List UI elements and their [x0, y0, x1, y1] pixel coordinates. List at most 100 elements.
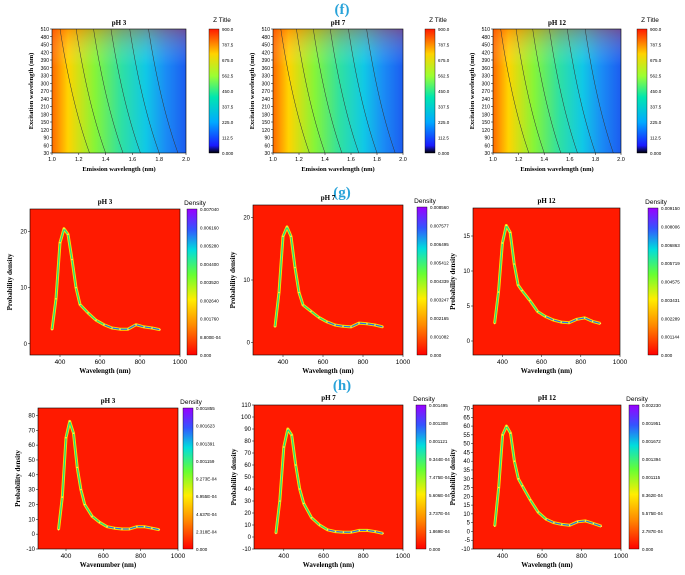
density-point	[111, 327, 113, 329]
density-core	[103, 324, 161, 331]
density-field	[30, 209, 180, 355]
density-point	[350, 326, 352, 328]
colorbar-tick-label: 562.5	[222, 74, 234, 79]
density-point	[536, 310, 539, 313]
plot-frame	[472, 404, 622, 550]
colorbar-tick-label: 0.001672	[642, 439, 661, 444]
colorbar-tick-label: 0.000	[642, 547, 654, 552]
density-point	[358, 529, 361, 532]
y-tick-label: 40	[244, 487, 251, 493]
y-tick-label: 0	[32, 532, 36, 538]
x-axis-label: Emission wavelength (nm)	[520, 166, 593, 173]
density-core	[327, 529, 384, 534]
y-tick-label: 0	[247, 341, 251, 347]
density-point	[334, 530, 337, 533]
row-g-panel-1: pH 3 400 600 800 1000 0 10 20 Wavelength (nm) Pro…	[6, 198, 221, 375]
density-point	[72, 432, 75, 435]
x-tick-label: 1.6	[129, 157, 137, 163]
colorbar-tick-label: 6.955E-04	[196, 494, 217, 499]
y-tick-label: 360	[482, 66, 491, 72]
density-point	[350, 531, 353, 533]
y-tick-label: 150	[482, 120, 491, 126]
density-point	[63, 227, 65, 230]
y-tick-label: 30	[244, 499, 251, 505]
density-point	[290, 235, 292, 238]
colorbar-tick-label: 787.5	[222, 43, 234, 48]
x-axis-label: Wavelength (nm)	[303, 561, 355, 569]
y-axis-label: Probability density	[14, 450, 22, 507]
density-point	[358, 322, 360, 324]
density-point	[298, 488, 301, 490]
y-tick-label: 70	[28, 428, 35, 434]
x-axis-label: Wavelength (nm)	[302, 367, 354, 375]
density-point	[374, 324, 376, 326]
y-tick-label: 270	[482, 89, 491, 95]
y-tick-label: 0	[248, 535, 252, 541]
plot-frame	[472, 207, 621, 356]
x-tick-label: 1000	[613, 359, 628, 366]
density-point	[366, 529, 369, 532]
y-axis-label: Excitation wavelength (nm)	[469, 53, 476, 130]
y-tick-label: 30	[28, 488, 35, 494]
y-tick-label: 300	[262, 81, 271, 87]
density-point	[127, 328, 129, 331]
colorbar-tick-label: 0.007040	[200, 207, 219, 212]
contour-line	[532, 28, 562, 154]
density-point	[61, 496, 64, 498]
density-point	[513, 263, 515, 265]
density-point	[68, 420, 71, 423]
contour-line	[348, 28, 378, 154]
y-tick-label: 70	[463, 407, 470, 413]
x-tick-label: 1.0	[48, 157, 56, 163]
row-g-panel-2: pH 7 400 600 800 1000 0 10 20 Wavelength (nm) Pro…	[229, 194, 449, 375]
colorbar-tick-label: 0.004339	[430, 279, 449, 284]
y-tick-label: 420	[41, 50, 50, 56]
colorbar-tick-label: 0.003247	[430, 298, 449, 303]
density-point	[151, 527, 153, 529]
colorbar-tick-label: 450.0	[650, 89, 662, 94]
density-point	[584, 520, 587, 522]
y-tick-label: 420	[482, 50, 491, 56]
colorbar-tick-label: 0.001308	[429, 421, 448, 426]
colorbar-title: Density	[645, 199, 667, 206]
density-point	[334, 324, 336, 326]
y-axis-label: Probability density	[229, 251, 237, 308]
density-point	[521, 289, 523, 292]
density-field	[473, 208, 620, 355]
colorbar-tick-label: 0.001121	[429, 439, 448, 444]
x-tick-label: 1.0	[269, 157, 277, 163]
y-tick-label: 300	[41, 81, 50, 87]
y-axis-label: Excitation wavelength (nm)	[28, 53, 35, 130]
y-tick-label: 20	[244, 511, 251, 517]
colorbar-tick-label: 9.344E-04	[429, 457, 450, 462]
y-tick-label: 510	[262, 27, 271, 33]
density-point	[67, 233, 69, 236]
y-tick-label: 70	[244, 451, 251, 457]
y-tick-label: 30	[43, 151, 49, 157]
density-point	[505, 425, 508, 427]
density-point	[98, 521, 101, 524]
colorbar-tick-label: 337.5	[650, 105, 662, 110]
density-point	[143, 326, 145, 328]
density-point	[318, 524, 321, 526]
contour-line	[500, 28, 530, 154]
colorbar-tick-label: 1.869E-04	[429, 529, 450, 534]
x-tick-label: 600	[95, 359, 106, 366]
y-tick-label: 65	[463, 415, 470, 421]
density-core	[326, 321, 384, 328]
panel-title: pH 12	[538, 394, 557, 402]
x-tick-label: 400	[497, 553, 508, 560]
y-tick-label: 45	[463, 450, 470, 456]
x-axis-label: Wavelength (nm)	[79, 367, 131, 375]
x-tick-label: 800	[135, 553, 146, 560]
colorbar-tick-label: 0.005719	[661, 261, 680, 266]
y-tick-label: 180	[41, 112, 50, 118]
colorbar-tick-label: 0.000	[650, 151, 662, 156]
colorbar-tick-label: 900.0	[650, 27, 662, 32]
colorbar	[636, 28, 648, 154]
colorbar-tick-label: 8.362E-04	[642, 493, 663, 498]
y-tick-label: 50	[244, 475, 251, 481]
density-point	[583, 317, 586, 319]
y-tick-label: 450	[41, 43, 50, 49]
colorbar-tick-label: 900.0	[438, 27, 450, 32]
